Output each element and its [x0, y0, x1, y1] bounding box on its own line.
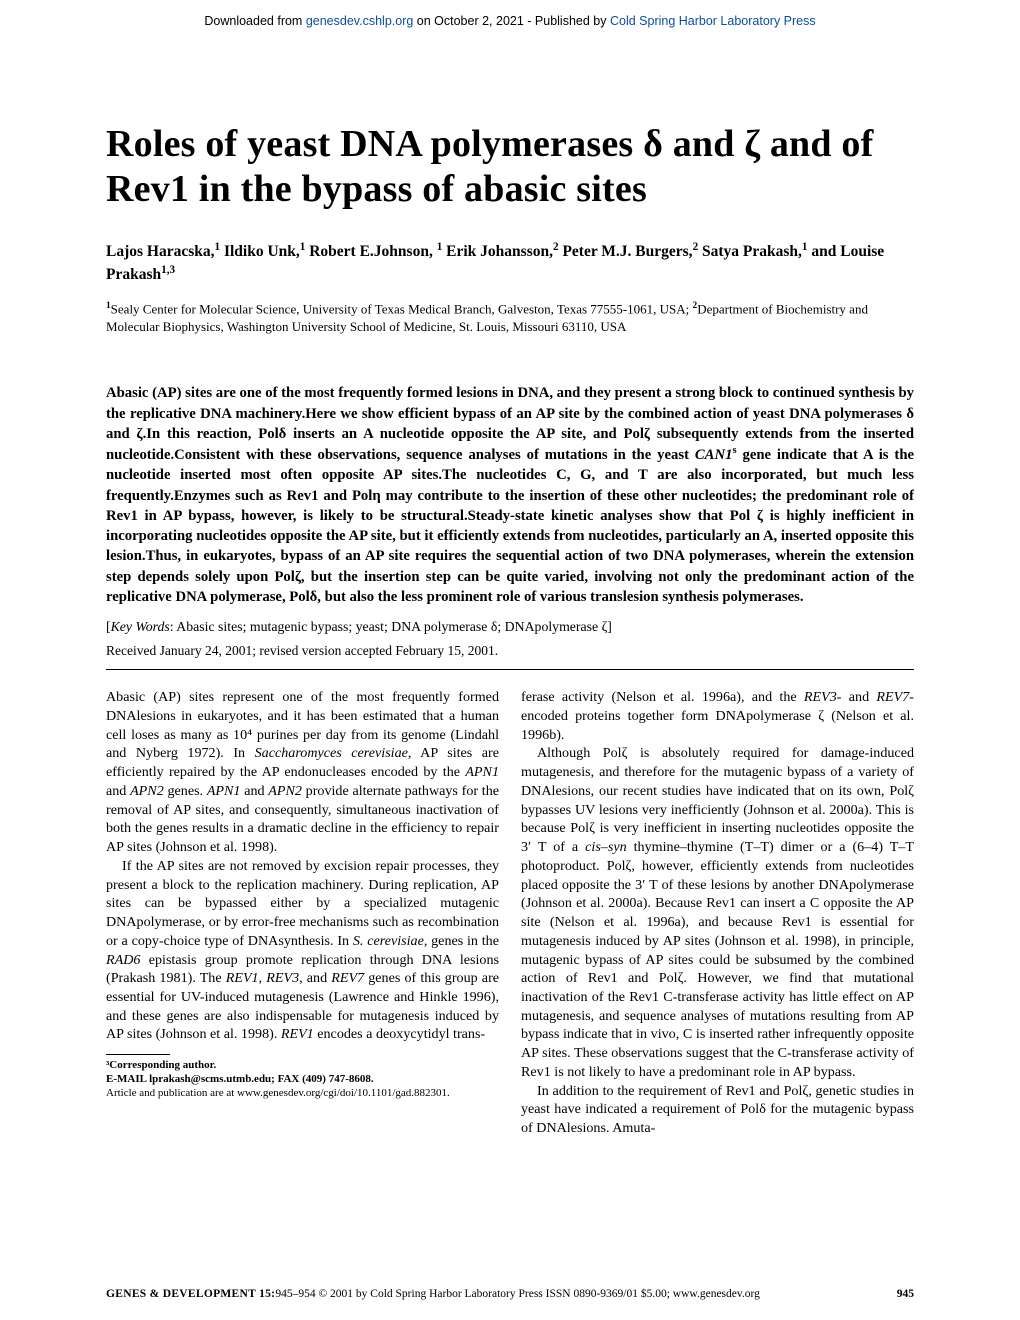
received-line: Received January 24, 2001; revised versi…: [106, 643, 914, 659]
author-list: Lajos Haracska,1 Ildiko Unk,1 Robert E.J…: [106, 240, 914, 286]
download-middle: on October 2, 2021 - Published by: [413, 14, 610, 28]
abstract: Abasic (AP) sites are one of the most fr…: [106, 383, 914, 607]
keywords-label: Key Words: [111, 619, 170, 634]
footnotes: ³Corresponding author. E-MAIL lprakash@s…: [106, 1059, 499, 1100]
footnote-corresponding: ³Corresponding author.: [106, 1059, 499, 1073]
page-footer: GENES & DEVELOPMENT 15:945–954 © 2001 by…: [106, 1288, 914, 1300]
divider-top: [106, 669, 914, 670]
footer-copyright: GENES & DEVELOPMENT 15:945–954 © 2001 by…: [106, 1288, 760, 1300]
body-p4: Although Polζ is absolutely required for…: [521, 744, 914, 1081]
download-prefix: Downloaded from: [204, 14, 305, 28]
body-p2: If the AP sites are not removed by excis…: [106, 857, 499, 1044]
body-p3: ferase activity (Nelson et al. 1996a), a…: [521, 688, 914, 744]
body-p1: Abasic (AP) sites represent one of the m…: [106, 688, 499, 857]
body-columns: Abasic (AP) sites represent one of the m…: [106, 688, 914, 1138]
article-title: Roles of yeast DNA polymerases δ and ζ a…: [106, 122, 914, 212]
page: Downloaded from genesdev.cshlp.org on Oc…: [0, 0, 1020, 1320]
download-link-source[interactable]: genesdev.cshlp.org: [306, 14, 413, 28]
download-banner: Downloaded from genesdev.cshlp.org on Oc…: [0, 0, 1020, 36]
body-p5: In addition to the requirement of Rev1 a…: [521, 1082, 914, 1138]
footnote-separator: [106, 1054, 170, 1055]
footnote-email: E-MAIL lprakash@scms.utmb.edu; FAX (409)…: [106, 1073, 499, 1087]
keywords-line: [Key Words: Abasic sites; mutagenic bypa…: [106, 619, 914, 635]
download-link-publisher[interactable]: Cold Spring Harbor Laboratory Press: [610, 14, 816, 28]
content-area: Roles of yeast DNA polymerases δ and ζ a…: [0, 122, 1020, 1138]
affiliations: 1Sealy Center for Molecular Science, Uni…: [106, 300, 914, 335]
footnote-article-info: Article and publication are at www.genes…: [106, 1087, 499, 1101]
footer-page-number: 945: [897, 1288, 914, 1300]
keywords-text: : Abasic sites; mutagenic bypass; yeast;…: [170, 619, 612, 634]
